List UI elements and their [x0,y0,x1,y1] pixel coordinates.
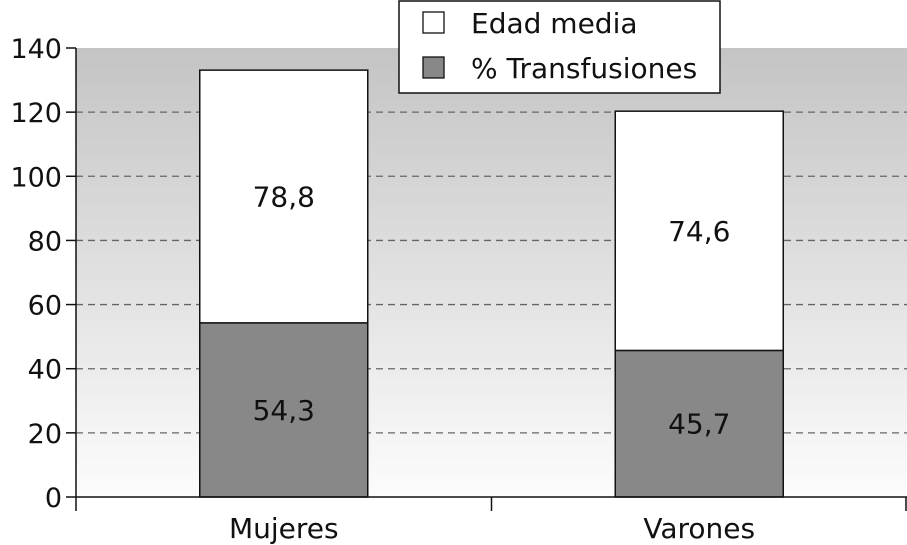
legend-label: % Transfusiones [471,52,697,85]
axes [66,47,907,511]
x-category-labels: Mujeres Varones [229,512,755,545]
y-tick-labels: 0 20 40 60 80 100 120 140 [10,34,62,514]
y-tick-label: 20 [28,419,62,450]
x-category-label: Mujeres [229,512,339,545]
legend: Edad media % Transfusiones [398,0,721,94]
y-tick-label: 0 [45,483,62,514]
bar-segment-edad-media [199,69,369,324]
y-tick-label: 140 [10,34,62,65]
x-category-label: Varones [643,512,755,545]
data-label: 74,6 [668,215,730,248]
data-label: 78,8 [253,180,315,213]
legend-label: Edad media [471,7,638,40]
legend-swatch [422,56,445,79]
bars: 54,3 78,8 45,7 74,6 [199,69,784,498]
legend-swatch [422,11,445,34]
bar-segment-transfusiones [199,322,369,498]
bar-segment-transfusiones [614,349,784,498]
y-tick-label: 80 [28,226,62,257]
y-tick-label: 60 [28,291,62,322]
bar-segment-edad-media [614,110,784,352]
y-tick-label: 120 [10,98,62,129]
y-tick-label: 100 [10,162,62,193]
legend-box [398,0,721,94]
data-label: 45,7 [668,408,730,441]
data-label: 54,3 [253,394,315,427]
y-tick-label: 40 [28,355,62,386]
